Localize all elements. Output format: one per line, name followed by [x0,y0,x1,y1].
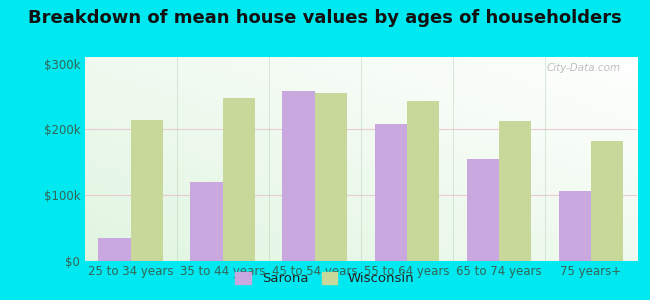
Legend: Sarona, Wisconsin: Sarona, Wisconsin [230,266,420,290]
Bar [374,124,407,261]
Bar [131,119,162,261]
Bar [559,190,591,261]
Bar [222,98,255,261]
Bar [190,182,222,261]
Bar [315,93,347,261]
Text: Breakdown of mean house values by ages of householders: Breakdown of mean house values by ages o… [28,9,622,27]
Bar [499,122,531,261]
Bar [283,91,315,261]
Bar [407,101,439,261]
Bar [467,159,499,261]
Text: City-Data.com: City-Data.com [546,63,620,73]
Bar [98,238,131,261]
Bar [591,141,623,261]
